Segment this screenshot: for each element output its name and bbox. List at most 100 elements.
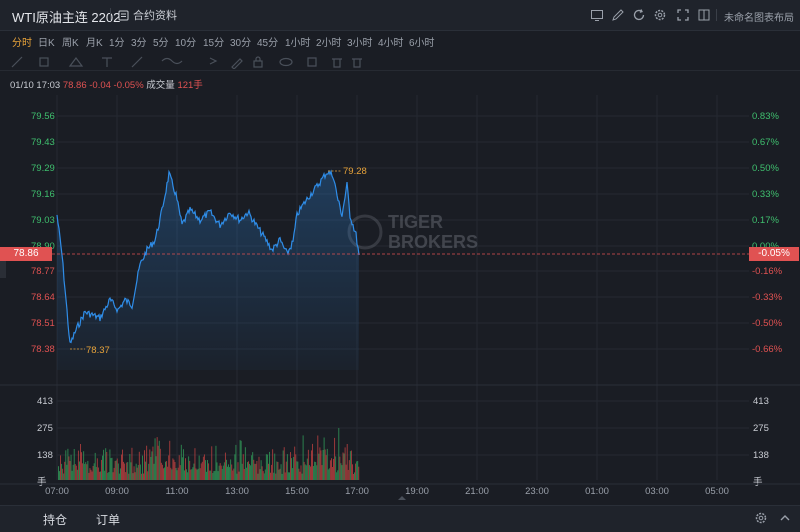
price-axis-label: 79.43 <box>31 137 55 148</box>
volume-bar <box>122 449 123 480</box>
contract-info-button[interactable]: 合约资料 <box>118 7 177 23</box>
volume-bar <box>328 468 330 480</box>
delete-icon[interactable] <box>332 58 342 68</box>
pencil-tool-icon[interactable] <box>231 58 243 69</box>
volume-bar <box>58 466 59 480</box>
timeframe-tab[interactable]: 45分 <box>257 38 279 49</box>
volume-bar <box>202 456 204 480</box>
volume-bar <box>136 467 138 480</box>
volume-bar <box>347 469 349 480</box>
volume-bar <box>255 463 257 480</box>
timeframe-tab[interactable]: 5分 <box>153 38 169 49</box>
volume-bar <box>83 451 85 480</box>
timeframe-tab[interactable]: 30分 <box>230 38 252 49</box>
volume-bar <box>200 463 202 480</box>
tab-positions[interactable]: 持仓 <box>43 513 68 527</box>
pct-axis-label: -0.66% <box>752 344 783 355</box>
volume-bar <box>127 462 129 480</box>
volume-bar <box>93 463 95 480</box>
volume-bar <box>222 465 224 480</box>
volume-bar <box>176 470 178 480</box>
volume-bar <box>254 463 256 480</box>
volume-bar <box>61 463 63 480</box>
settings-icon[interactable] <box>754 511 768 525</box>
volume-bar <box>297 461 299 480</box>
volume-bar <box>219 463 221 480</box>
timeframe-tab[interactable]: 周K <box>62 38 79 49</box>
watermark-line2: BROKERS <box>388 232 478 252</box>
volume-bar <box>164 467 165 480</box>
volume-bar <box>247 462 248 480</box>
lock-icon[interactable] <box>253 60 263 68</box>
pct-axis-label: 0.17% <box>752 215 779 226</box>
text-tool-icon[interactable] <box>102 57 112 67</box>
trendline-tool-icon[interactable] <box>11 56 23 68</box>
volume-bar <box>259 469 261 480</box>
volume-bar <box>159 448 161 480</box>
tab-orders[interactable]: 订单 <box>96 513 121 527</box>
gear-icon[interactable] <box>653 8 667 22</box>
timeframe-tab[interactable]: 15分 <box>203 38 225 49</box>
volume-bar <box>320 450 322 480</box>
top-toolbar <box>0 0 800 31</box>
refresh-icon[interactable] <box>632 8 646 22</box>
timeframe-tab[interactable]: 6小时 <box>409 38 435 49</box>
panel-collapse-handle[interactable] <box>0 252 6 278</box>
timeframe-tab[interactable]: 3小时 <box>347 38 373 49</box>
eye-icon[interactable] <box>279 57 293 67</box>
timeframe-tab[interactable]: 分时 <box>12 38 32 49</box>
layout-name[interactable]: 未命名图表布局 <box>724 13 794 24</box>
timeframe-tab[interactable]: 1分 <box>109 38 125 49</box>
magnet-icon[interactable] <box>307 57 317 67</box>
arrow-tool-icon[interactable] <box>209 57 218 65</box>
volume-bar <box>121 454 122 480</box>
timeframe-tab[interactable]: 2小时 <box>316 38 342 49</box>
volume-bar <box>129 454 131 480</box>
volume-bar <box>355 463 357 480</box>
volume-bar <box>208 463 210 480</box>
scroll-handle-icon <box>398 496 406 500</box>
screenshot-icon[interactable] <box>590 8 604 22</box>
pct-axis-label: -0.16% <box>752 266 783 277</box>
volume-bar <box>92 466 94 480</box>
instrument-title[interactable]: WTI原油主连 2202 <box>12 10 121 25</box>
volume-bar <box>135 463 137 480</box>
volume-bar <box>70 454 72 480</box>
layout-icon[interactable] <box>697 8 711 22</box>
ray-tool-icon[interactable] <box>131 56 143 68</box>
volume-axis-label-left: 手 <box>37 476 47 488</box>
timeframe-tab[interactable]: 4小时 <box>378 38 404 49</box>
volume-bar <box>339 456 341 480</box>
curve-tool-icon[interactable] <box>161 57 183 65</box>
volume-bar <box>80 444 81 480</box>
volume-bar <box>59 471 60 480</box>
volume-bar <box>340 463 342 480</box>
volume-bar <box>139 464 141 480</box>
volume-bar <box>240 440 242 480</box>
volume-bar <box>175 468 177 480</box>
fullscreen-icon[interactable] <box>676 8 690 22</box>
volume-bar <box>97 467 99 480</box>
timeframe-tab[interactable]: 3分 <box>131 38 147 49</box>
expand-up-icon[interactable] <box>778 511 792 525</box>
volume-bar <box>279 468 281 480</box>
volume-bar <box>107 472 109 480</box>
draw-icon[interactable] <box>611 8 625 22</box>
volume-bar <box>315 462 317 480</box>
volume-bar <box>103 449 105 480</box>
volume-axis-label-right: 275 <box>753 423 769 434</box>
volume-bar <box>171 469 173 480</box>
volume-bar <box>216 462 218 480</box>
price-axis-label: 79.03 <box>31 215 55 226</box>
shape-tool-icon[interactable] <box>68 57 84 67</box>
timeframe-tab[interactable]: 月K <box>86 38 103 49</box>
rectangle-tool-icon[interactable] <box>39 57 49 67</box>
timeframe-tab[interactable]: 日K <box>38 38 55 49</box>
volume-bar <box>184 470 185 480</box>
volume-bar <box>268 463 269 480</box>
timeframe-tab[interactable]: 10分 <box>175 38 197 49</box>
volume-bar <box>132 473 134 480</box>
volume-bar <box>350 450 352 480</box>
timeframe-tab[interactable]: 1小时 <box>285 38 311 49</box>
